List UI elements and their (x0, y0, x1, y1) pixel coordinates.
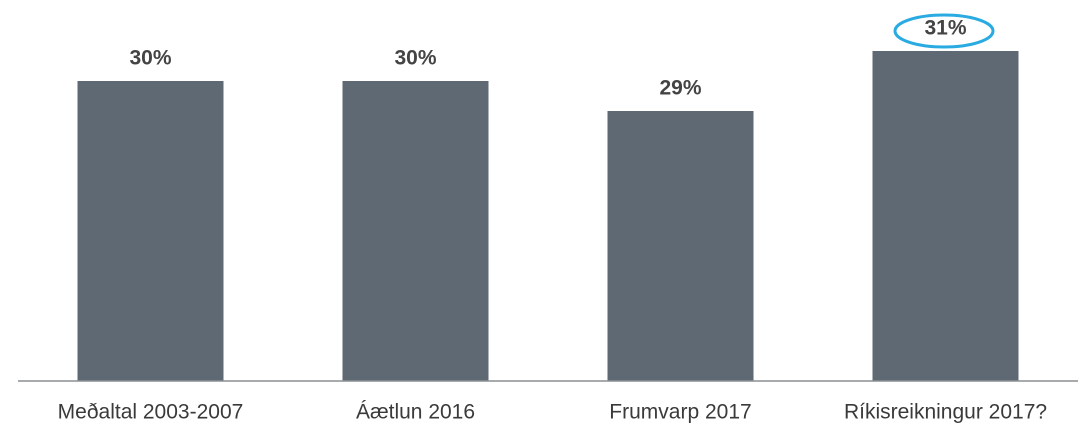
bar (342, 81, 489, 381)
value-label: 30% (394, 47, 436, 70)
highlight-ring (893, 13, 995, 49)
bar (77, 81, 224, 381)
x-tick-label: Áætlun 2016 (356, 401, 475, 424)
x-tick-label: Ríkisreikningur 2017? (844, 401, 1047, 424)
bar (607, 111, 754, 381)
bar (872, 51, 1019, 381)
x-tick-label: Meðaltal 2003-2007 (58, 401, 244, 424)
x-tick-label: Frumvarp 2017 (609, 401, 751, 424)
value-label: 31% (924, 17, 966, 40)
value-label: 30% (129, 47, 171, 70)
value-label: 29% (659, 77, 701, 100)
